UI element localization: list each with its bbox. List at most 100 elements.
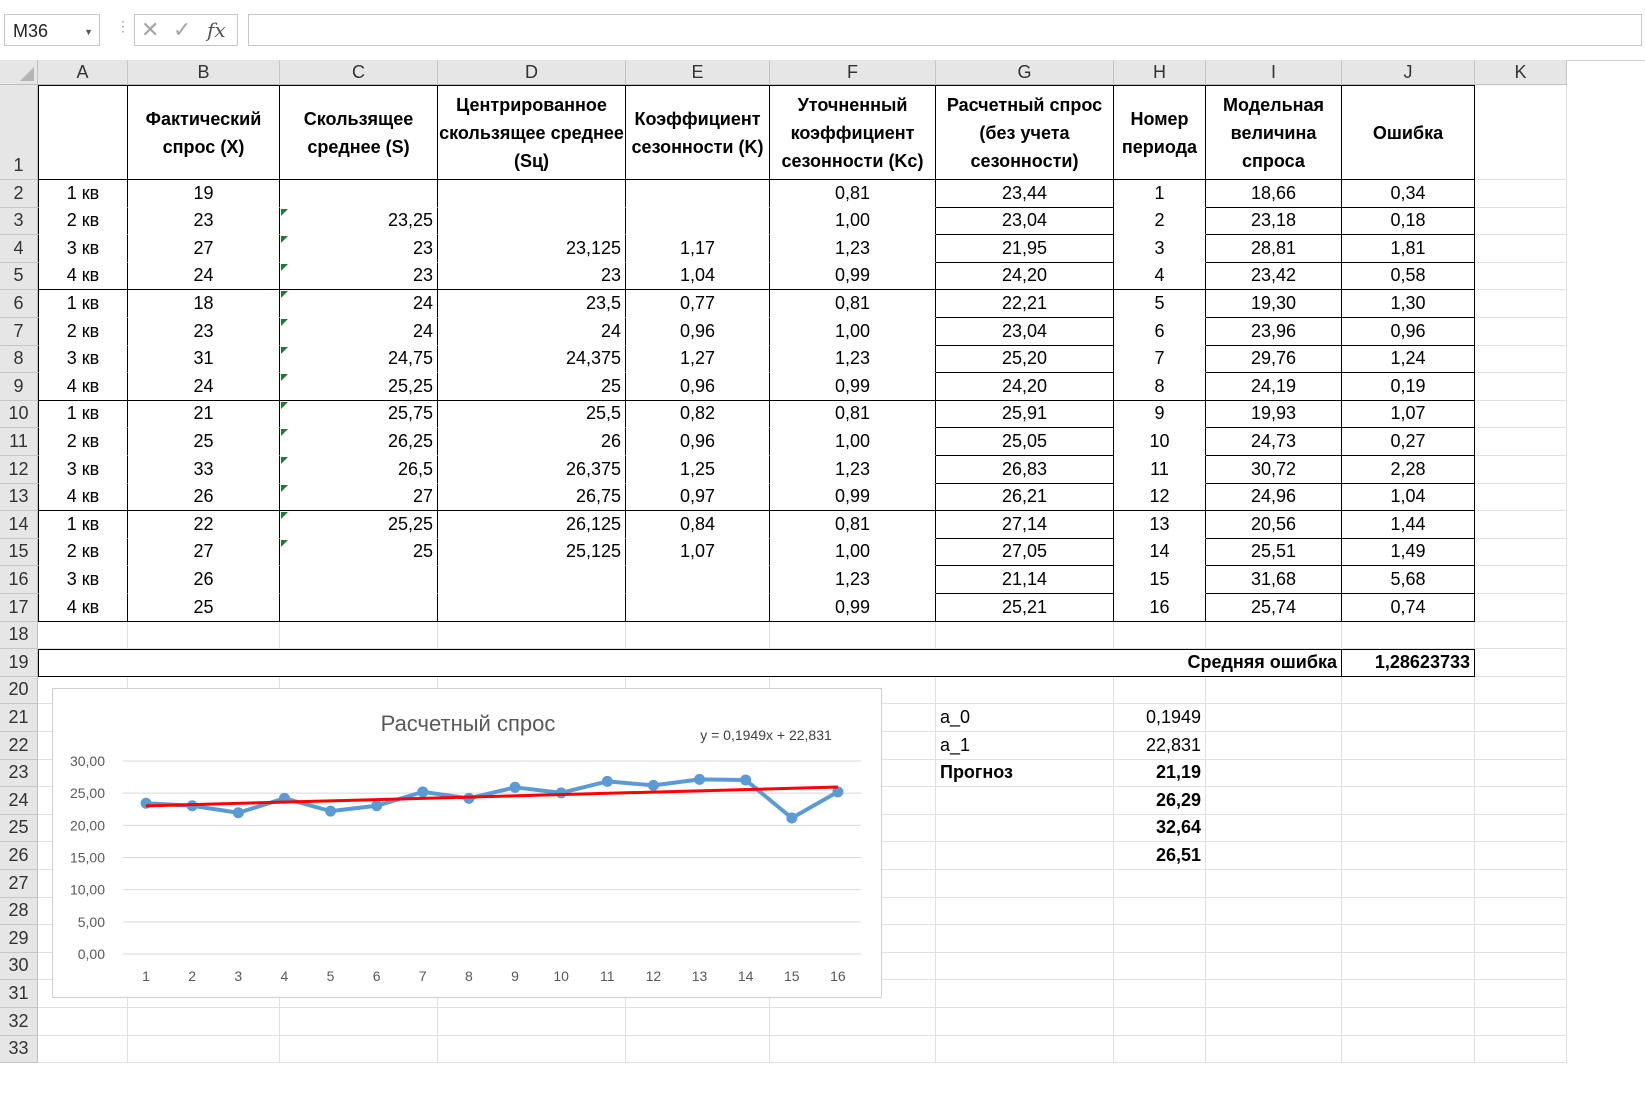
grid-cell[interactable] [1475,538,1567,567]
grid-cell[interactable] [438,621,626,650]
select-all-button[interactable] [0,60,38,85]
table-cell-i[interactable]: 25,74 [1206,594,1342,622]
table-cell-i[interactable]: 29,76 [1206,345,1342,374]
table-cell-c[interactable]: 25 [280,538,438,567]
table-cell-d[interactable] [438,207,626,236]
grid-cell[interactable] [438,1035,626,1064]
grid-cell[interactable] [280,1008,438,1036]
table-cell-i[interactable]: 18,66 [1206,180,1342,208]
table-cell-c[interactable] [280,566,438,594]
table-cell-c[interactable]: 26,5 [280,456,438,484]
grid-cell[interactable] [936,676,1114,705]
grid-cell[interactable] [936,814,1114,843]
table-cell-d[interactable]: 26,75 [438,483,626,512]
table-cell-f[interactable]: 0,81 [770,400,936,429]
grid-cell[interactable] [626,1008,770,1036]
table-cell-e[interactable]: 0,96 [626,318,770,346]
grid-cell[interactable] [1475,649,1567,677]
table-cell-a[interactable]: 4 кв [38,483,128,512]
table-cell-b[interactable]: 24 [128,373,280,401]
grid-cell[interactable] [1475,373,1567,401]
table-cell-f[interactable]: 1,00 [770,318,936,346]
table-cell-i[interactable]: 31,68 [1206,566,1342,594]
row-header[interactable]: 27 [0,870,38,898]
table-cell-g[interactable]: 25,21 [936,594,1114,622]
grid-cell[interactable] [936,1008,1114,1036]
row-header[interactable]: 21 [0,704,38,732]
drag-handle-icon[interactable]: ⋮ [116,18,130,34]
grid-cell[interactable] [1475,952,1567,981]
grid-cell[interactable] [1475,483,1567,512]
column-header-e[interactable]: E [626,60,770,85]
table-cell-e[interactable] [626,207,770,236]
grid-cell[interactable] [1475,759,1567,788]
column-header-d[interactable]: D [438,60,626,85]
table-header-b[interactable]: Фактический спрос (X) [128,85,280,180]
table-cell-a[interactable]: 1 кв [38,180,128,208]
table-cell-h[interactable]: 5 [1114,290,1206,318]
table-cell-j[interactable]: 1,49 [1342,538,1475,567]
grid-cell[interactable] [38,1008,128,1036]
table-cell-i[interactable]: 23,42 [1206,262,1342,291]
table-cell-h[interactable]: 8 [1114,373,1206,401]
table-cell-j[interactable]: 1,81 [1342,235,1475,263]
grid-cell[interactable] [1342,704,1475,732]
table-cell-c[interactable]: 25,25 [280,373,438,401]
table-cell-a[interactable]: 3 кв [38,456,128,484]
table-cell-c[interactable]: 24 [280,318,438,346]
forecast-value[interactable]: 26,51 [1114,842,1206,870]
row-header[interactable]: 8 [0,345,38,374]
table-cell-d[interactable]: 23,125 [438,235,626,263]
chevron-down-icon[interactable]: ▼ [84,27,93,37]
table-cell-g[interactable]: 22,21 [936,290,1114,318]
row-header[interactable]: 33 [0,1035,38,1064]
table-cell-g[interactable]: 24,20 [936,373,1114,401]
grid-cell[interactable] [1114,980,1206,1008]
table-cell-e[interactable]: 0,82 [626,400,770,429]
grid-cell[interactable] [280,621,438,650]
table-header-c[interactable]: Скользящее среднее (S) [280,85,438,180]
table-cell-c[interactable] [280,180,438,208]
table-header-i[interactable]: Модельная величина спроса [1206,85,1342,180]
table-cell-j[interactable]: 0,96 [1342,318,1475,346]
grid-cell[interactable] [1114,676,1206,705]
table-cell-e[interactable]: 0,96 [626,373,770,401]
column-header-j[interactable]: J [1342,60,1475,85]
table-cell-i[interactable]: 19,30 [1206,290,1342,318]
table-cell-a[interactable]: 1 кв [38,400,128,429]
coefficient-value[interactable]: 0,1949 [1114,704,1206,732]
grid-cell[interactable] [38,621,128,650]
table-cell-e[interactable] [626,180,770,208]
grid-cell[interactable] [1206,952,1342,981]
table-cell-b[interactable]: 19 [128,180,280,208]
grid-cell[interactable] [1206,925,1342,953]
coefficient-label[interactable]: a_1 [936,732,1114,760]
table-cell-a[interactable]: 2 кв [38,428,128,456]
table-cell-f[interactable]: 0,81 [770,180,936,208]
table-cell-h[interactable]: 16 [1114,594,1206,622]
table-cell-h[interactable]: 3 [1114,235,1206,263]
table-cell-g[interactable]: 25,20 [936,345,1114,374]
grid-cell[interactable] [1475,511,1567,539]
table-header-e[interactable]: Коэффициент сезонности (K) [626,85,770,180]
table-cell-d[interactable]: 25 [438,373,626,401]
row-header[interactable]: 18 [0,621,38,650]
table-cell-e[interactable]: 1,27 [626,345,770,374]
table-cell-j[interactable]: 0,19 [1342,373,1475,401]
grid-cell[interactable] [1475,704,1567,732]
check-icon[interactable]: ✓ [173,17,192,42]
table-cell-e[interactable]: 1,25 [626,456,770,484]
table-cell-f[interactable]: 0,99 [770,373,936,401]
table-cell-b[interactable]: 26 [128,483,280,512]
column-header-c[interactable]: C [280,60,438,85]
grid-cell[interactable] [1342,814,1475,843]
row-header[interactable]: 13 [0,483,38,512]
row-header[interactable]: 32 [0,1008,38,1036]
grid-cell[interactable] [1475,345,1567,374]
table-cell-b[interactable]: 33 [128,456,280,484]
grid-cell[interactable] [1475,897,1567,926]
table-cell-a[interactable]: 1 кв [38,290,128,318]
formula-input[interactable] [248,14,1642,46]
grid-cell[interactable] [1206,621,1342,650]
table-cell-i[interactable]: 20,56 [1206,511,1342,539]
